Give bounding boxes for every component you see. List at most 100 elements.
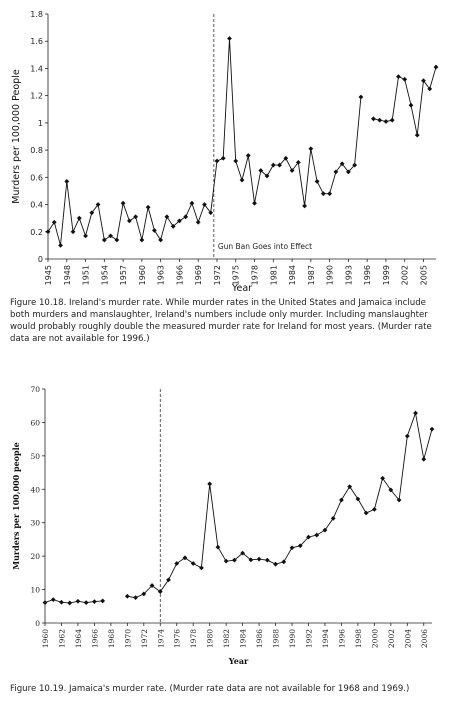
y-tick-label: 1.4	[30, 64, 43, 73]
data-point	[124, 593, 130, 599]
data-point	[114, 237, 120, 243]
x-tick-label: 1993	[344, 265, 353, 285]
y-tick-label: 1.2	[30, 92, 43, 101]
data-point	[76, 215, 82, 221]
x-tick-label: 1984	[239, 629, 248, 648]
data-point	[281, 559, 287, 565]
data-point	[333, 169, 339, 175]
data-point	[421, 78, 426, 84]
x-tick-label: 1996	[363, 265, 372, 285]
y-tick-label: 1.6	[30, 37, 43, 46]
data-point	[89, 210, 95, 216]
x-tick-label: 1981	[269, 265, 278, 285]
data-point	[355, 496, 361, 502]
data-point	[223, 558, 229, 564]
data-point	[264, 557, 270, 563]
data-point	[295, 159, 301, 165]
data-point	[100, 598, 106, 604]
data-point	[58, 242, 63, 248]
data-point	[352, 162, 358, 168]
x-tick-label: 1960	[41, 629, 50, 648]
data-point	[297, 543, 303, 549]
y-tick-label: 0	[38, 255, 43, 264]
x-tick-label: 2005	[419, 265, 428, 285]
x-axis-title: Year	[231, 283, 252, 294]
data-point	[383, 119, 389, 124]
data-point	[101, 237, 107, 243]
data-point	[289, 545, 295, 551]
data-point	[320, 191, 326, 197]
data-point	[199, 565, 204, 571]
data-point	[170, 223, 176, 229]
data-point	[252, 200, 257, 206]
data-point	[195, 219, 201, 225]
x-tick-label: 2006	[420, 629, 429, 648]
data-point	[330, 515, 336, 521]
data-point	[83, 600, 89, 606]
x-tick-label: 1948	[63, 265, 72, 285]
data-point	[133, 595, 138, 600]
x-tick-label: 1978	[189, 629, 198, 648]
data-point	[248, 557, 254, 563]
data-point	[233, 158, 239, 164]
data-point	[314, 532, 320, 538]
data-point	[414, 132, 420, 138]
data-point	[157, 589, 163, 594]
x-tick-label: 1994	[321, 629, 330, 648]
data-point	[95, 202, 101, 207]
data-point	[264, 173, 270, 179]
data-point	[371, 116, 376, 122]
x-tick-label: 1951	[82, 265, 91, 285]
y-tick-label: 30	[30, 519, 40, 528]
data-point	[59, 599, 64, 605]
data-point	[190, 561, 196, 566]
data-point	[207, 481, 213, 487]
data-point	[270, 162, 276, 168]
data-point	[215, 544, 221, 550]
jamaica-murder-rate-chart: 0 10 20 30 40 50 60 70 1960 1962 1964 1966 1968 1970 1…	[11, 385, 435, 666]
data-point	[189, 200, 195, 206]
data-point	[322, 527, 328, 533]
data-point	[83, 233, 88, 239]
data-point	[214, 158, 220, 164]
data-point	[380, 475, 385, 481]
data-point	[67, 600, 73, 606]
x-tick-label: 1966	[90, 629, 99, 648]
x-tick-label: 1972	[213, 265, 222, 285]
x-tick-label: 1945	[44, 265, 53, 285]
y-axis-title: Murders per 100,000 people	[11, 442, 21, 569]
x-tick-label: 1960	[138, 265, 147, 285]
data-point	[50, 597, 56, 602]
data-point	[402, 76, 408, 82]
y-tick-label: 0.2	[30, 228, 43, 237]
x-tick-label: 1998	[354, 629, 363, 648]
data-point	[302, 203, 307, 209]
data-point	[51, 219, 57, 225]
data-point	[126, 218, 132, 224]
y-tick-label: 0	[35, 619, 40, 628]
x-tick-label: 1957	[119, 265, 128, 285]
ireland-murder-rate-chart: 0 0.2 0.4 0.6 0.8 1 1.2 1.4 1.6 1.8 1945 1948 1951 19…	[11, 10, 439, 294]
data-point	[347, 484, 353, 490]
y-tick-label: 20	[30, 552, 40, 561]
data-point	[139, 237, 145, 243]
x-tick-label: 2002	[401, 265, 410, 285]
data-point	[408, 102, 414, 108]
data-point	[389, 117, 395, 123]
x-tick-label: 1984	[288, 265, 297, 285]
x-tick-label: 1980	[206, 629, 215, 648]
x-tick-label: 2000	[370, 629, 379, 648]
data-point	[277, 162, 282, 168]
data-point	[108, 233, 113, 239]
data-point	[289, 168, 295, 173]
y-tick-label: 1.8	[30, 10, 43, 19]
data-point	[133, 214, 139, 220]
y-tick-label: 0.6	[30, 173, 43, 182]
y-tick-label: 60	[30, 418, 40, 427]
x-tick-label: 1974	[156, 629, 165, 648]
x-tick-label: 1990	[288, 629, 297, 648]
x-tick-label: 2004	[403, 629, 412, 648]
data-point	[158, 237, 164, 243]
data-point	[404, 433, 410, 439]
x-tick-label: 1970	[123, 629, 132, 648]
